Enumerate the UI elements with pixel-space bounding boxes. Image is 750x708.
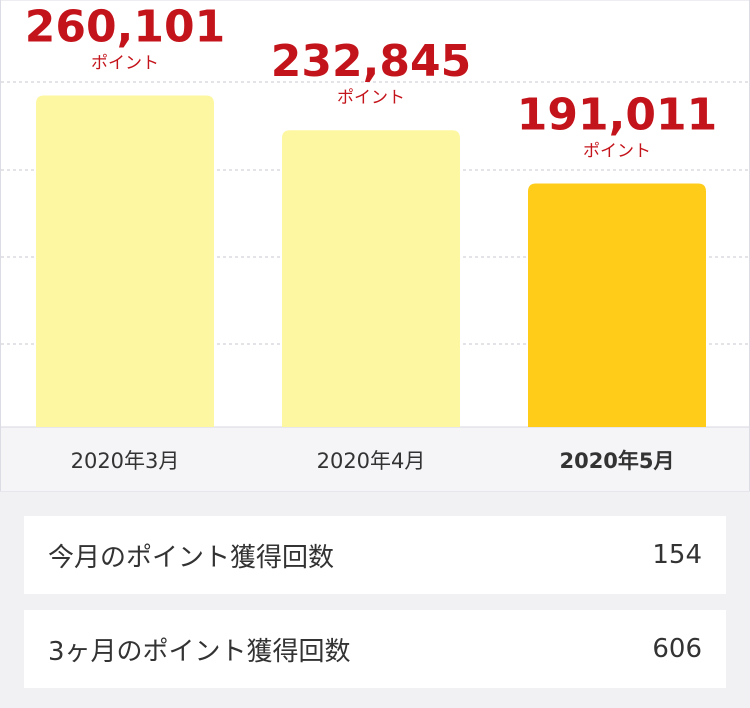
stat-value: 606 (652, 634, 702, 664)
stat-card: 今月のポイント獲得回数 154 (24, 516, 726, 594)
bar (36, 95, 214, 428)
value-unit: ポイント (91, 53, 159, 73)
stat-card: 3ヶ月のポイント獲得回数 606 (24, 610, 726, 688)
x-tick-label: 2020年4月 (317, 449, 426, 473)
x-tick-label: 2020年3月 (71, 449, 180, 473)
value-label: 191,011 (517, 90, 717, 141)
stat-label: 今月のポイント獲得回数 (48, 542, 335, 573)
x-tick-label: 2020年5月 (559, 449, 674, 473)
chart: 260,101ポイント2020年3月232,845ポイント2020年4月191,… (0, 0, 750, 492)
bar (528, 183, 706, 427)
value-unit: ポイント (337, 88, 405, 108)
stat-label: 3ヶ月のポイント獲得回数 (48, 636, 351, 667)
category-band (1, 427, 749, 491)
value-unit: ポイント (583, 142, 651, 162)
value-label: 260,101 (25, 1, 225, 52)
stat-value: 154 (652, 540, 702, 570)
value-label: 232,845 (271, 36, 471, 87)
bar (282, 130, 460, 427)
